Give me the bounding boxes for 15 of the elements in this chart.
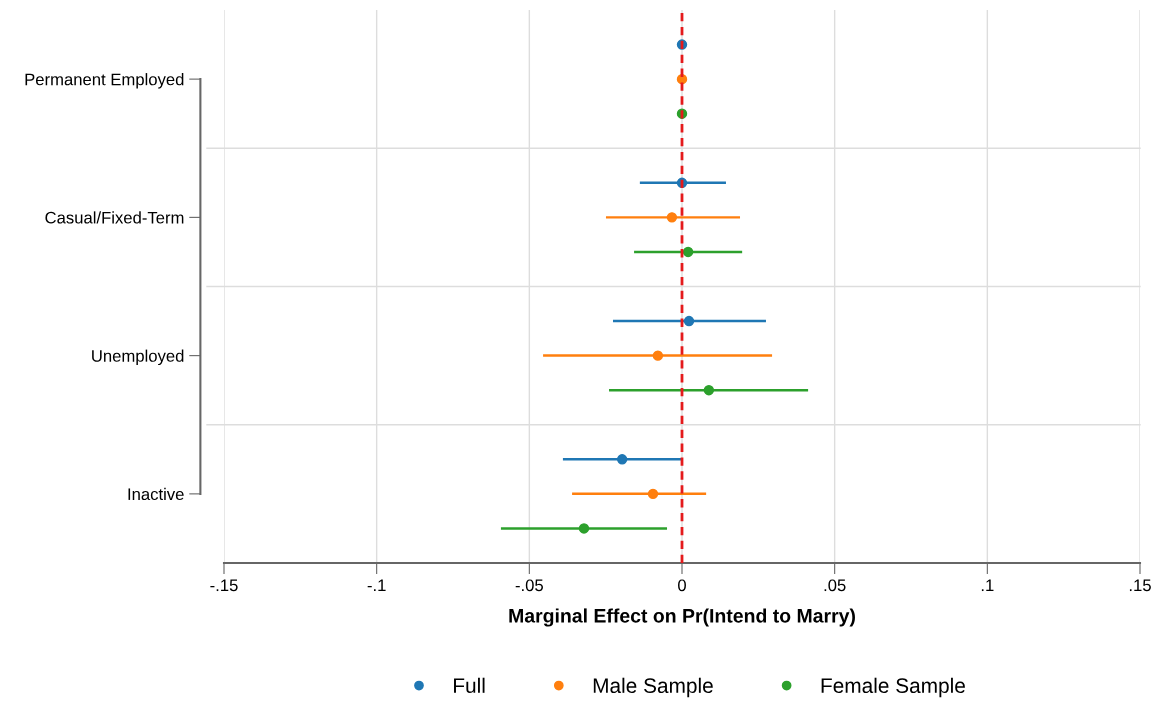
x-axis-title: Marginal Effect on Pr(Intend to Marry) <box>509 608 855 627</box>
legend-label: Female Sample <box>821 677 965 698</box>
x-tick-label: .15 <box>1129 579 1151 592</box>
y-tick-label: Casual/Fixed-Term <box>45 211 184 224</box>
y-tick-label: Unemployed <box>92 349 184 366</box>
legend-label: Full <box>454 677 485 694</box>
y-tick-label: Permanent Employed <box>25 73 184 89</box>
x-tick-label: 0 <box>678 579 686 592</box>
x-tick-label: -.15 <box>210 579 238 592</box>
y-tick-label: Inactive <box>128 487 184 501</box>
x-tick-label: .05 <box>824 579 846 592</box>
x-tick-label: .1 <box>981 579 994 592</box>
x-tick-label: -.05 <box>515 579 543 592</box>
legend-label: Male Sample <box>593 677 713 698</box>
x-tick-label: -.1 <box>367 579 386 592</box>
